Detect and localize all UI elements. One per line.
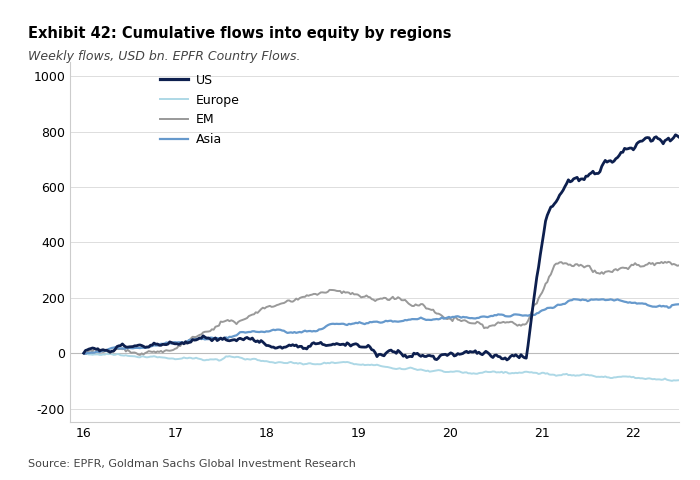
US bbox=[557, 190, 566, 196]
Asia bbox=[188, 336, 197, 342]
Line: EM: EM bbox=[84, 262, 679, 355]
EM bbox=[167, 348, 176, 353]
Line: US: US bbox=[84, 135, 679, 360]
Asia bbox=[441, 315, 449, 321]
EM bbox=[599, 271, 608, 277]
EM bbox=[675, 263, 683, 268]
EM bbox=[557, 259, 566, 265]
EM bbox=[80, 350, 88, 356]
US bbox=[503, 357, 511, 363]
Europe bbox=[675, 377, 683, 383]
Legend: US, Europe, EM, Asia: US, Europe, EM, Asia bbox=[155, 69, 244, 151]
Asia bbox=[557, 302, 566, 308]
EM bbox=[188, 334, 197, 340]
Asia bbox=[675, 301, 683, 307]
EM bbox=[136, 352, 144, 358]
US bbox=[187, 339, 195, 345]
Europe bbox=[598, 374, 606, 380]
US bbox=[166, 339, 174, 345]
Asia bbox=[569, 296, 577, 302]
Asia bbox=[167, 341, 176, 347]
Text: Exhibit 42: Cumulative flows into equity by regions: Exhibit 42: Cumulative flows into equity… bbox=[28, 26, 452, 41]
Europe bbox=[668, 378, 676, 384]
Text: Weekly flows, USD bn. EPFR Country Flows.: Weekly flows, USD bn. EPFR Country Flows… bbox=[28, 50, 300, 63]
US bbox=[599, 160, 608, 166]
Line: Asia: Asia bbox=[84, 299, 679, 354]
Text: Source: EPFR, Goldman Sachs Global Investment Research: Source: EPFR, Goldman Sachs Global Inves… bbox=[28, 459, 356, 469]
Asia bbox=[80, 350, 88, 356]
EM bbox=[569, 263, 577, 269]
Line: Europe: Europe bbox=[84, 353, 679, 381]
Europe bbox=[568, 372, 576, 378]
Europe bbox=[166, 356, 174, 361]
Europe bbox=[187, 355, 195, 361]
US bbox=[80, 350, 88, 356]
Europe bbox=[555, 372, 564, 378]
EM bbox=[664, 259, 673, 264]
Europe bbox=[440, 369, 448, 374]
Asia bbox=[571, 297, 580, 302]
Europe bbox=[80, 350, 88, 356]
Asia bbox=[601, 297, 610, 303]
US bbox=[675, 134, 683, 140]
US bbox=[671, 132, 680, 138]
US bbox=[440, 352, 448, 358]
US bbox=[569, 176, 577, 182]
EM bbox=[441, 315, 449, 321]
Asia bbox=[81, 351, 90, 357]
